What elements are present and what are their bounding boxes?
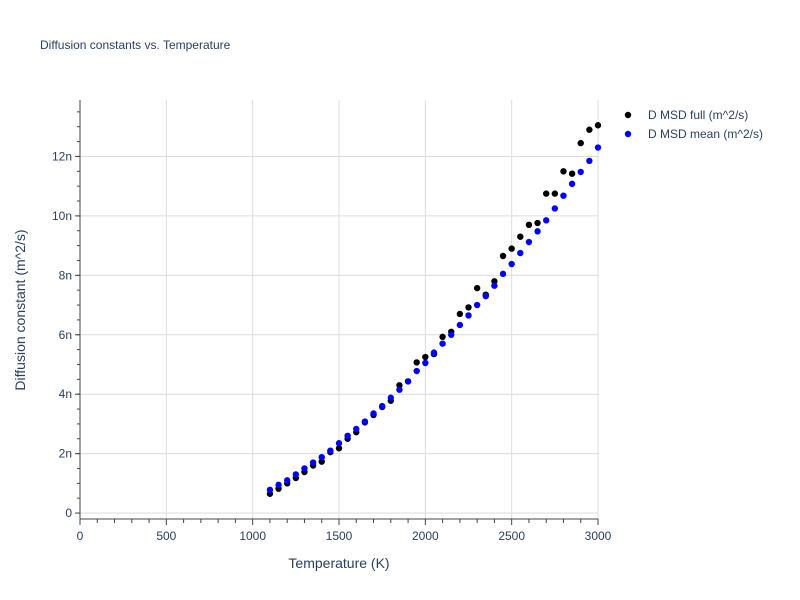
x-tick-label: 3000 [585, 529, 612, 543]
data-point[interactable] [543, 217, 550, 224]
data-point[interactable] [499, 252, 507, 260]
data-point[interactable] [594, 122, 602, 129]
data-point[interactable] [491, 282, 498, 289]
data-point[interactable] [422, 359, 429, 367]
data-point[interactable] [396, 386, 403, 393]
data-point[interactable] [378, 402, 386, 410]
data-point[interactable] [335, 440, 343, 447]
data-point[interactable] [327, 447, 334, 454]
grid-lines [80, 100, 599, 519]
series-msd-full [266, 122, 602, 497]
data-point[interactable] [577, 139, 584, 147]
legend-marker [624, 111, 632, 119]
legend-item[interactable]: D MSD mean (m^2/s) [624, 127, 763, 141]
data-point[interactable] [318, 453, 325, 461]
x-tick-label: 500 [156, 529, 176, 543]
data-point[interactable] [396, 382, 403, 389]
data-point[interactable] [465, 304, 472, 311]
data-point[interactable] [508, 260, 515, 268]
data-point[interactable] [413, 367, 420, 375]
data-point[interactable] [292, 471, 300, 478]
data-point[interactable] [508, 245, 515, 252]
legend-marker [624, 130, 632, 138]
data-point[interactable] [568, 170, 576, 177]
data-points [266, 122, 602, 497]
y-axis-title: Diffusion constant (m^2/s) [12, 229, 28, 390]
data-point[interactable] [430, 349, 438, 356]
x-tick-label: 1500 [326, 529, 353, 543]
chart-title: Diffusion constants vs. Temperature [40, 38, 231, 52]
data-point[interactable] [266, 486, 274, 494]
data-point[interactable] [499, 270, 507, 278]
data-point[interactable] [517, 233, 524, 240]
data-point[interactable] [517, 249, 524, 257]
data-point[interactable] [309, 459, 317, 466]
data-point[interactable] [473, 301, 481, 309]
data-point[interactable] [422, 353, 429, 361]
x-tick-label: 2500 [498, 529, 525, 543]
data-point[interactable] [568, 180, 576, 187]
y-tick-label: 8n [59, 268, 72, 282]
legend: D MSD full (m^2/s) D MSD mean (m^2/s) [624, 108, 763, 141]
data-point[interactable] [361, 418, 369, 425]
legend-label: D MSD mean (m^2/s) [648, 127, 763, 141]
data-point[interactable] [551, 190, 559, 197]
data-point[interactable] [491, 278, 498, 285]
y-tick-label: 10n [52, 209, 72, 223]
x-tick-label: 0 [77, 529, 84, 543]
data-point[interactable] [439, 333, 446, 341]
data-point[interactable] [413, 359, 420, 366]
data-point[interactable] [318, 458, 325, 465]
data-point[interactable] [344, 432, 351, 439]
data-point[interactable] [448, 331, 455, 338]
data-point[interactable] [560, 168, 567, 175]
legend-label: D MSD full (m^2/s) [648, 108, 748, 122]
data-point[interactable] [534, 228, 541, 235]
legend-item[interactable]: D MSD full (m^2/s) [624, 108, 749, 122]
x-tick-labels: 0 500 1000 1500 2000 2500 3000 [77, 529, 612, 543]
data-point[interactable] [284, 477, 291, 484]
data-point[interactable] [387, 394, 394, 401]
data-point[interactable] [586, 126, 593, 133]
data-point[interactable] [525, 238, 533, 246]
data-point[interactable] [275, 481, 282, 489]
x-axis-title: Temperature (K) [288, 555, 389, 571]
data-point[interactable] [465, 312, 472, 319]
x-tick-label: 2000 [412, 529, 439, 543]
data-point[interactable] [560, 192, 567, 199]
data-point[interactable] [482, 292, 489, 300]
data-point[interactable] [353, 425, 360, 433]
y-tick-label: 4n [59, 387, 72, 401]
y-tick-label: 2n [59, 447, 72, 461]
data-point[interactable] [370, 410, 377, 417]
series-msd-mean [266, 144, 602, 494]
data-point[interactable] [534, 219, 541, 227]
data-point[interactable] [301, 465, 308, 472]
data-point[interactable] [525, 221, 533, 229]
x-tick-label: 1000 [239, 529, 266, 543]
y-tick-label: 6n [59, 328, 72, 342]
data-point[interactable] [439, 340, 446, 347]
y-tick-label: 12n [52, 149, 72, 163]
data-point[interactable] [577, 168, 584, 176]
data-point[interactable] [473, 284, 481, 292]
data-point[interactable] [586, 157, 593, 165]
data-point[interactable] [594, 144, 602, 151]
data-point[interactable] [404, 378, 412, 385]
y-tick-labels: 0 2n 4n 6n 8n 10n 12n [52, 149, 72, 520]
axes [75, 100, 599, 525]
data-point[interactable] [456, 310, 464, 318]
data-point[interactable] [543, 190, 550, 197]
data-point[interactable] [456, 321, 464, 329]
data-point[interactable] [551, 205, 559, 212]
y-tick-label: 0 [65, 506, 72, 520]
data-point[interactable] [335, 445, 343, 452]
